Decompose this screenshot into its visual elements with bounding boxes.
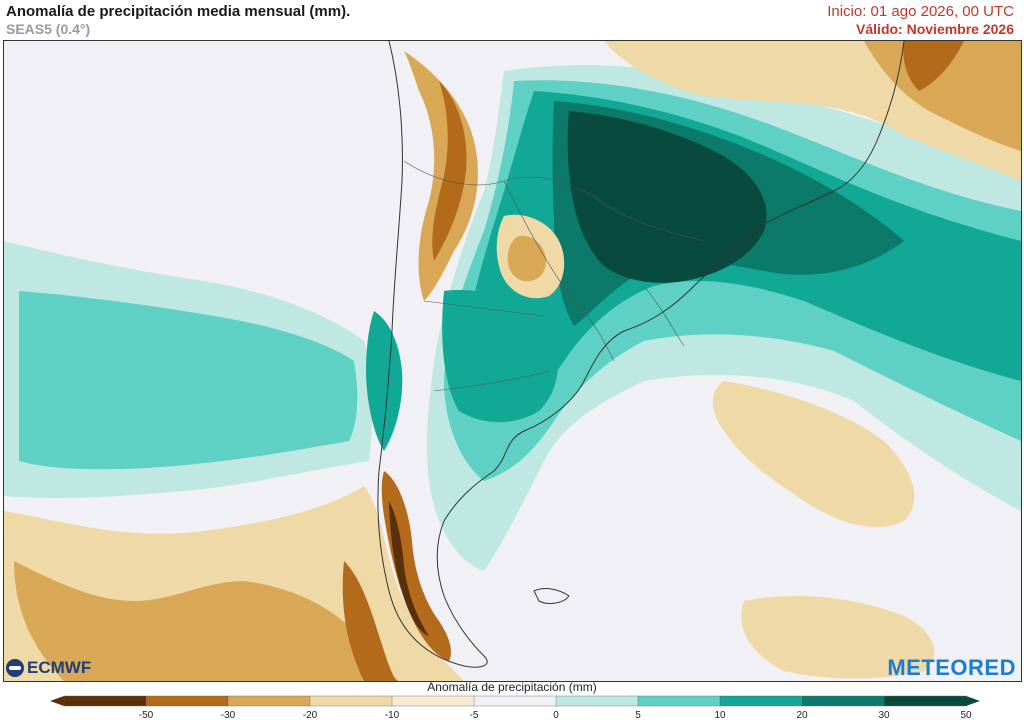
legend-swatch xyxy=(719,695,803,707)
falkland-islands xyxy=(533,588,570,604)
wet-area-argentina-strong xyxy=(442,290,558,423)
dry-area-andes-north-dark xyxy=(432,81,467,261)
legend-swatch xyxy=(473,695,557,707)
dry-area-andes-north xyxy=(404,51,478,301)
country-borders xyxy=(403,160,705,392)
dry-area-patagonia-coast-extreme xyxy=(389,501,429,636)
dry-area-southwest-dark xyxy=(342,561,399,681)
legend-tick-label: -50 xyxy=(139,710,154,720)
dry-area-southwest-mid xyxy=(14,561,384,681)
ecmwf-logo-text: ECMWF xyxy=(27,658,92,677)
dry-area-southeast-brazil-dark xyxy=(903,41,964,91)
legend-title: Anomalía de precipitación (mm) xyxy=(427,680,597,694)
dry-area-southeast-brazil-mid xyxy=(864,41,1021,151)
legend-tick-label: 5 xyxy=(635,710,641,720)
precipitation-anomaly-map[interactable] xyxy=(3,40,1022,682)
legend-swatch xyxy=(801,695,885,707)
ecmwf-logo: ECMWF xyxy=(6,658,91,678)
legend-arrow-left xyxy=(50,696,64,706)
wet-band-pacific-mid xyxy=(19,291,358,470)
valid-date-label: Válido: Noviembre 2026 xyxy=(856,21,1014,37)
model-subtitle: SEAS5 (0.4°) xyxy=(6,21,91,37)
dry-area-atlantic-east xyxy=(712,381,915,528)
ecmwf-globe-icon xyxy=(6,659,24,677)
legend-bar: -50 -30 -20 -10 -5 0 5 10 20 30 50 xyxy=(50,695,980,720)
dry-area-north-argentina-mid xyxy=(507,235,547,282)
legend-swatch xyxy=(391,695,475,707)
dry-area-patagonia-coast xyxy=(381,471,451,661)
map-canvas xyxy=(4,41,1021,681)
wet-area-central-chile xyxy=(366,311,403,451)
legend-tick-label: -20 xyxy=(303,710,318,720)
legend-tick-label: -10 xyxy=(385,710,400,720)
wet-area-brazil-extreme xyxy=(567,111,767,283)
legend-tick-label: 0 xyxy=(553,710,559,720)
legend-swatch xyxy=(883,695,967,707)
legend-swatch xyxy=(637,695,721,707)
legend-swatch xyxy=(555,695,639,707)
legend-swatch xyxy=(309,695,393,707)
legend-tick-label: -5 xyxy=(470,710,479,720)
color-legend: Anomalía de precipitación (mm) -50 -30 -20… xyxy=(0,680,1024,720)
legend-arrow-right xyxy=(966,696,980,706)
legend-swatch xyxy=(145,695,229,707)
legend-tick-label: -30 xyxy=(221,710,236,720)
dry-area-atlantic-south xyxy=(741,596,935,679)
map-title: Anomalía de precipitación media mensual … xyxy=(6,3,351,20)
legend-tick-label: 10 xyxy=(714,710,726,720)
legend-tick-label: 30 xyxy=(878,710,890,720)
legend-tick-label: 50 xyxy=(960,710,972,720)
meteored-logo: METEORED xyxy=(887,655,1016,680)
legend-swatch xyxy=(63,695,147,707)
legend-swatch xyxy=(227,695,311,707)
south-america-coastline xyxy=(377,41,905,668)
legend-tick-label: 20 xyxy=(796,710,808,720)
init-date-label: Inicio: 01 ago 2026, 00 UTC xyxy=(827,3,1014,20)
